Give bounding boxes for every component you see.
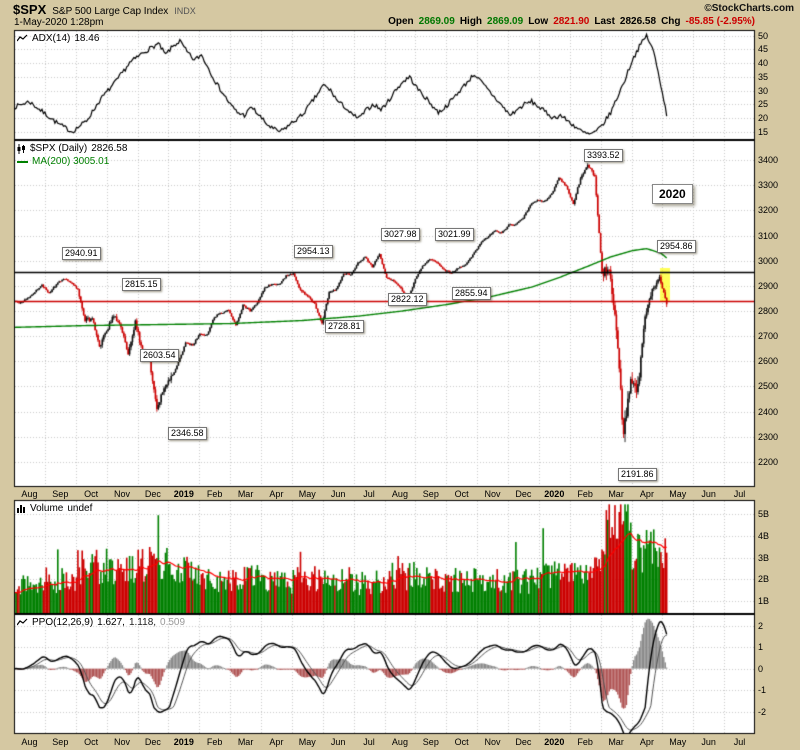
open-value: 2869.09 (418, 16, 455, 27)
price-last-value: 2826.58 (91, 143, 128, 154)
price-symbol-label: $SPX (Daily) (30, 143, 88, 154)
candlestick-icon (17, 143, 25, 154)
low-label: Low (528, 16, 549, 27)
volume-value: undef (67, 503, 93, 514)
ppo-histogram-value: 0.509 (160, 617, 186, 628)
ppo-label: PPO(12,26,9) (32, 617, 94, 628)
last-value: 2826.58 (619, 16, 657, 27)
price-legend: $SPX (Daily) 2826.58 (17, 143, 127, 154)
volume-legend: Volume undef (17, 503, 92, 514)
high-label: High (459, 16, 483, 27)
last-label: Last (594, 16, 615, 27)
exchange-tag: INDX (174, 6, 196, 16)
high-value: 2869.09 (487, 16, 524, 27)
chg-value: -85.85 (-2.95%) (685, 16, 755, 27)
line-chart-icon (17, 34, 28, 42)
adx-legend: ADX(14) 18.46 (17, 33, 99, 44)
symbol: $SPX (13, 2, 47, 17)
ma200-label: MA(200) 3005.01 (32, 156, 110, 167)
ma-line-swatch (17, 160, 28, 163)
open-label: Open (388, 16, 414, 27)
symbol-name: S&P 500 Large Cap Index (52, 6, 169, 17)
ppo-legend: PPO(12,26,9) 1.627, 1.118, 0.509 (17, 617, 185, 628)
line-chart-icon (17, 618, 28, 626)
chg-label: Chg (661, 16, 681, 27)
histogram-icon (17, 505, 25, 513)
quote-bar: Open 2869.09 High 2869.09 Low 2821.90 La… (388, 16, 755, 27)
stockcharts-credit[interactable]: ©StockCharts.com (704, 3, 794, 14)
ma200-legend: MA(200) 3005.01 (17, 156, 109, 167)
chart-header: $SPX S&P 500 Large Cap Index INDX (13, 2, 196, 17)
low-value: 2821.90 (553, 16, 590, 27)
ppo-signal-value: 1.118, (128, 617, 157, 628)
adx-value: 18.46 (74, 33, 100, 44)
volume-label: Volume (30, 503, 64, 514)
ppo-value: 1.627, (97, 617, 125, 628)
adx-label: ADX(14) (32, 33, 71, 44)
chart-datetime: 1-May-2020 1:28pm (14, 17, 104, 28)
